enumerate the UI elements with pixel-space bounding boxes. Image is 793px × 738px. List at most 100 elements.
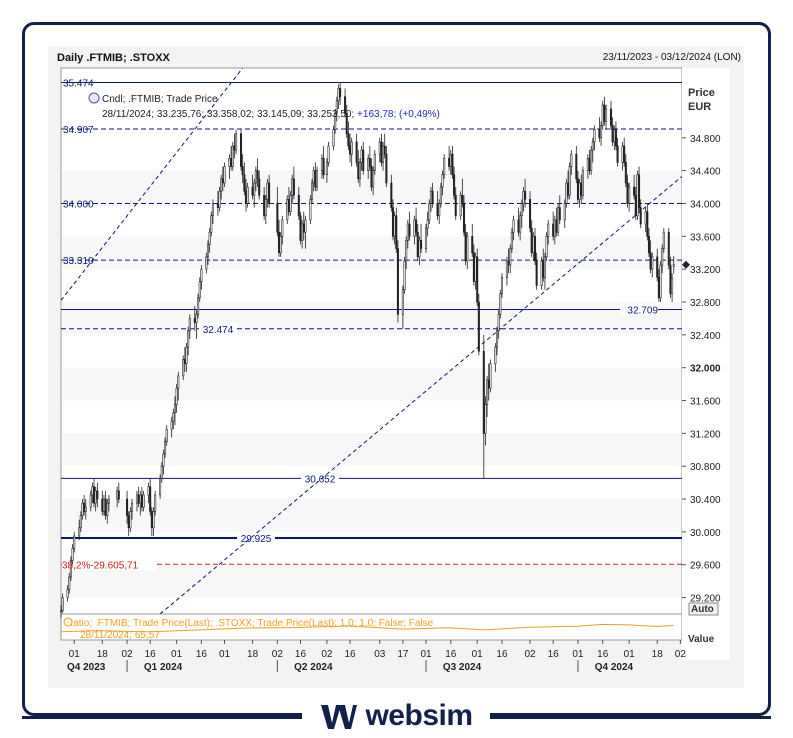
candle	[593, 129, 596, 143]
candle	[443, 158, 446, 176]
brand-name: websim	[365, 699, 473, 732]
x-tick-label: 03	[374, 649, 386, 660]
candle	[315, 170, 319, 188]
candle	[370, 166, 373, 188]
candle	[314, 170, 317, 188]
y-tick-label: 34.800	[690, 134, 721, 145]
candle	[393, 215, 396, 237]
candle	[557, 207, 560, 233]
candle	[83, 502, 86, 512]
y-tick-label: 32.000	[690, 364, 721, 375]
candle	[373, 153, 376, 171]
candle	[325, 162, 328, 176]
candle	[268, 182, 271, 204]
legend-series-icon	[88, 92, 100, 104]
candle	[520, 203, 523, 217]
candle	[598, 129, 601, 139]
y-tick-label: 30.000	[690, 528, 721, 539]
candle	[69, 560, 72, 578]
candle	[591, 141, 594, 151]
candle	[524, 190, 527, 200]
candle	[565, 182, 568, 204]
grid-band	[62, 236, 681, 270]
currency-label: EUR	[688, 101, 711, 113]
candle	[575, 153, 578, 180]
candle	[547, 223, 550, 237]
level-label: 30.652	[305, 474, 336, 485]
candle	[244, 190, 247, 204]
x-tick-label: 18	[97, 649, 109, 660]
candle	[251, 186, 254, 196]
x-tick-label: 02	[524, 649, 536, 660]
candle	[671, 277, 674, 295]
candle	[73, 535, 76, 549]
candle	[104, 498, 107, 516]
candle	[175, 387, 178, 405]
candle	[165, 428, 168, 442]
candle	[235, 133, 238, 151]
candle	[332, 129, 335, 147]
candle	[347, 133, 350, 147]
legend-main-values: 28/11/2024; 33.235,76; 33.358,02; 33.145…	[102, 109, 440, 120]
candle	[555, 219, 558, 233]
candle	[337, 88, 340, 102]
candle	[611, 125, 614, 143]
x-tick-label: 01	[624, 649, 636, 660]
candle	[101, 498, 104, 512]
brand-divider-right	[490, 716, 771, 719]
candle	[439, 186, 442, 204]
candle	[408, 223, 411, 237]
candle	[254, 170, 257, 184]
legend-ratio-icon	[63, 617, 73, 627]
candle	[299, 215, 302, 241]
period-label: Q4 2023	[67, 662, 106, 673]
y-tick-label: 33.600	[690, 232, 721, 243]
candle	[117, 490, 120, 500]
candle	[494, 346, 497, 364]
candle	[81, 502, 84, 516]
candle	[210, 215, 213, 233]
x-tick-label: 16	[496, 649, 508, 660]
candle	[497, 314, 500, 332]
x-tick-label: 02	[675, 649, 687, 660]
candle	[567, 182, 570, 196]
candle	[472, 252, 475, 282]
level-label: 32.709	[627, 305, 658, 316]
x-tick-label: 16	[196, 649, 208, 660]
candle	[484, 404, 487, 434]
candle	[160, 465, 163, 479]
last-price-marker	[682, 260, 690, 269]
candle	[172, 412, 175, 422]
candle	[500, 277, 503, 295]
candle	[543, 256, 546, 278]
candle	[496, 330, 499, 348]
x-tick-label: 18	[652, 649, 664, 660]
candle	[220, 178, 223, 192]
candle	[216, 203, 219, 208]
candle	[367, 158, 370, 171]
candle	[208, 231, 211, 245]
candle	[659, 264, 662, 299]
level-label: 34.000	[63, 199, 94, 210]
candle	[605, 108, 608, 122]
candle	[355, 141, 358, 163]
candle	[449, 153, 452, 167]
candle	[428, 203, 431, 221]
x-tick-label: 16	[445, 649, 457, 660]
candle	[453, 174, 456, 196]
candle	[588, 158, 591, 171]
candle	[424, 227, 428, 249]
candle	[415, 219, 418, 233]
candle	[576, 178, 579, 200]
candle	[198, 281, 201, 299]
candle	[221, 178, 224, 184]
x-tick-label: 01	[69, 649, 81, 660]
candle	[240, 133, 243, 167]
candle	[510, 231, 513, 249]
candle	[581, 170, 584, 196]
candle	[401, 289, 404, 315]
candle	[311, 182, 314, 200]
grid-band	[62, 302, 681, 335]
candle	[147, 486, 150, 496]
